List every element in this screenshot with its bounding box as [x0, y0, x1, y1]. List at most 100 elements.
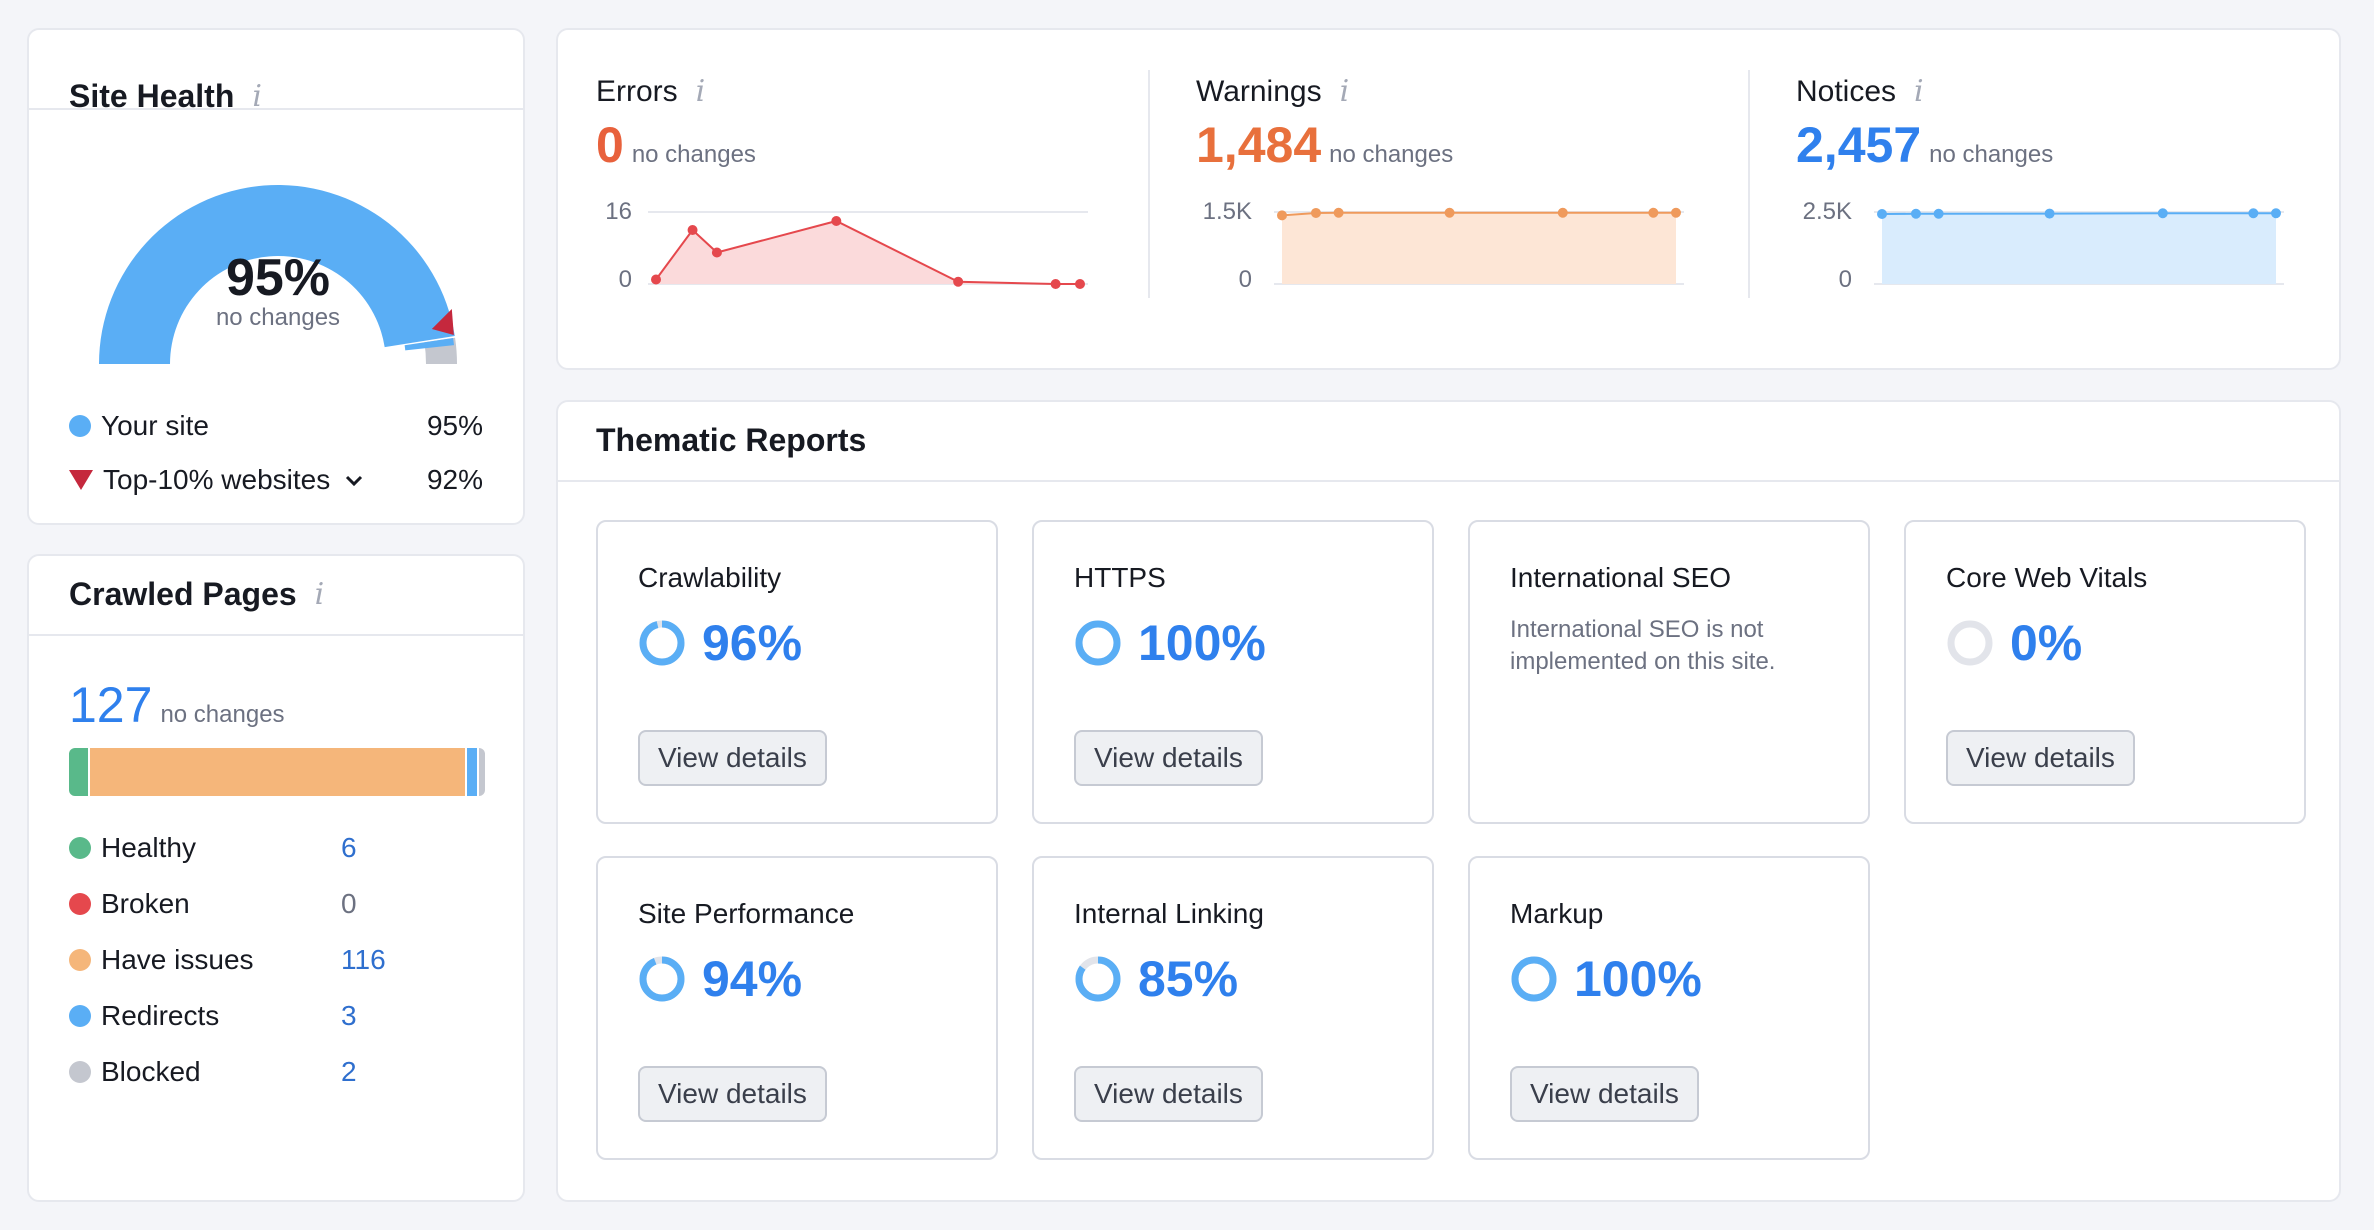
- sparkline-point: [1877, 209, 1887, 220]
- warnings-value[interactable]: 1,484: [1196, 117, 1322, 173]
- report-title: Core Web Vitals: [1946, 562, 2148, 593]
- row-redirects: Redirects 3: [69, 1000, 369, 1032]
- report-title: Crawlability: [638, 562, 782, 593]
- site-health-value: 95%: [225, 249, 331, 307]
- errors-section: Errors i 0 no changes 16 0: [596, 30, 1136, 368]
- sparkline-point: [2157, 208, 2168, 219]
- broken-count: 0: [341, 888, 357, 919]
- ring-fill: [1511, 956, 1557, 1002]
- view-details-button[interactable]: View details: [638, 730, 827, 786]
- view-details-button[interactable]: View details: [1946, 730, 2135, 786]
- blocked-count[interactable]: 2: [341, 1056, 357, 1087]
- ring-fill: [639, 620, 685, 666]
- notices-sparkline: [1874, 208, 2284, 285]
- report-percent[interactable]: 85%: [1138, 951, 1239, 1007]
- info-icon[interactable]: i: [252, 79, 262, 114]
- healthy-count[interactable]: 6: [341, 832, 357, 863]
- report-percent[interactable]: 100%: [1574, 951, 1702, 1007]
- sparkline-point: [1933, 208, 1944, 219]
- notices-y-tick-min: 0: [1838, 266, 1852, 293]
- ring-fill: [639, 956, 685, 1002]
- have-issues-count[interactable]: 116: [341, 944, 386, 975]
- report-percent[interactable]: 100%: [1138, 615, 1266, 671]
- notices-y-tick-max: 2.5K: [1802, 198, 1852, 225]
- site-health-gauge: [99, 185, 457, 364]
- divider: [558, 480, 2339, 482]
- report-title: International SEO: [1510, 562, 1732, 593]
- redirects-dot: [69, 1005, 91, 1027]
- notices-label: Notices i: [1796, 74, 1924, 109]
- view-details-button[interactable]: View details: [1074, 730, 1263, 786]
- report-percent[interactable]: 0%: [2010, 615, 2083, 671]
- notices-value[interactable]: 2,457: [1796, 117, 1922, 173]
- top10-dropdown[interactable]: Top-10% websites: [103, 464, 366, 496]
- warnings-y-tick-min: 0: [1238, 266, 1252, 293]
- sparkline-point: [687, 225, 698, 235]
- separator: [1148, 70, 1150, 298]
- warnings-label: Warnings i: [1196, 74, 1350, 109]
- sparkline-point: [651, 274, 661, 285]
- legend-top10: Top-10% websites 92%: [69, 464, 483, 496]
- info-icon[interactable]: i: [1339, 74, 1350, 109]
- report-card-site-performance: Site Performance 94% View details: [596, 856, 998, 1160]
- report-percent[interactable]: 96%: [702, 615, 803, 671]
- chevron-down-icon[interactable]: [342, 468, 366, 492]
- view-details-button[interactable]: View details: [1074, 1066, 1263, 1122]
- sparkline-point: [1075, 279, 1085, 289]
- report-description: International SEO is not implemented on …: [1510, 616, 1776, 675]
- sparkline-point: [1277, 210, 1287, 221]
- report-card-markup: Markup 100% View details: [1468, 856, 1870, 1160]
- errors-value[interactable]: 0: [596, 117, 624, 173]
- sparkline-point: [1910, 208, 1921, 219]
- blocked-dot: [69, 1061, 91, 1083]
- crawled-pages-bar[interactable]: [69, 748, 485, 796]
- warnings-y-tick-max: 1.5K: [1202, 198, 1252, 225]
- report-title: Internal Linking: [1074, 898, 1264, 929]
- info-icon[interactable]: i: [695, 74, 706, 109]
- bar-segment-redirects[interactable]: [466, 748, 477, 796]
- sparkline-area: [1282, 212, 1676, 284]
- separator: [1748, 70, 1750, 298]
- info-icon[interactable]: i: [1914, 74, 1924, 109]
- sparkline-point: [2271, 208, 2281, 219]
- redirects-count[interactable]: 3: [341, 1000, 357, 1031]
- sparkline-point: [1050, 279, 1061, 289]
- report-score: 100%: [1074, 614, 1266, 672]
- warnings-sparkline: [1274, 207, 1684, 285]
- bar-segment-have-issues[interactable]: [90, 748, 465, 796]
- broken-dot: [69, 893, 91, 915]
- warnings-value-row: 1,484 no changes: [1196, 117, 1454, 173]
- sparkline-point: [2248, 208, 2259, 219]
- info-icon[interactable]: i: [314, 577, 325, 612]
- bar-segment-blocked[interactable]: [478, 748, 485, 796]
- thematic-title: Thematic Reports: [596, 422, 867, 458]
- report-title: HTTPS: [1074, 562, 1166, 593]
- sparkline-point: [1444, 207, 1455, 218]
- report-card-international-seo: International SEO International SEO is no…: [1468, 520, 1870, 824]
- sparkline-area: [656, 221, 1080, 284]
- errors-label: Errors i: [596, 74, 706, 109]
- progress-ring-icon: [1075, 956, 1121, 1002]
- notices-section: Notices i 2,457 no changes 2.5K 0: [1796, 30, 2336, 368]
- your-site-dot: [69, 415, 91, 437]
- view-details-button[interactable]: View details: [1510, 1066, 1699, 1122]
- notices-value-row: 2,457 no changes: [1796, 117, 2054, 173]
- gauge-marker-arc: [404, 338, 454, 351]
- report-title: Site Performance: [638, 898, 855, 929]
- report-percent[interactable]: 94%: [702, 951, 803, 1007]
- errors-sparkline: [648, 211, 1088, 289]
- sparkline-area: [1882, 213, 2276, 284]
- sparkline-point: [1648, 207, 1659, 218]
- progress-ring-icon: [639, 620, 685, 666]
- crawled-sub: no changes: [160, 701, 285, 728]
- crawled-total[interactable]: 127: [69, 677, 153, 733]
- progress-ring-icon: [639, 956, 685, 1002]
- view-details-button[interactable]: View details: [638, 1066, 827, 1122]
- report-score: 85%: [1074, 950, 1238, 1008]
- bar-segment-healthy[interactable]: [69, 748, 89, 796]
- progress-ring-icon: [1511, 956, 1557, 1002]
- errors-y-tick-min: 0: [618, 266, 632, 293]
- report-card-https: HTTPS 100% View details: [1032, 520, 1434, 824]
- sparkline-point: [1333, 207, 1344, 218]
- report-score: 96%: [638, 614, 802, 672]
